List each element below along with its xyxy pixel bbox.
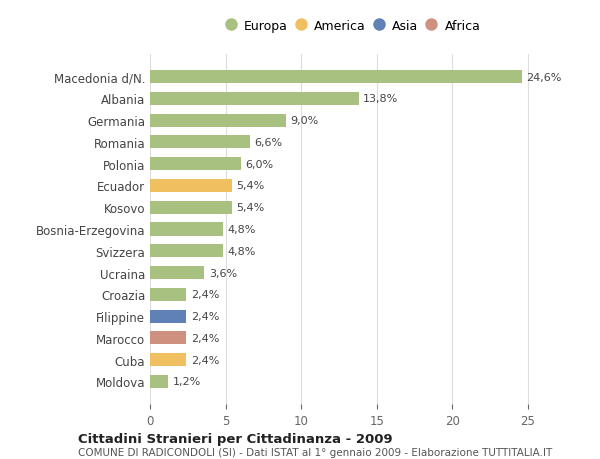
Bar [150, 310, 186, 323]
Bar [150, 158, 241, 171]
Bar [150, 136, 250, 149]
Bar [150, 223, 223, 236]
Text: 4,8%: 4,8% [227, 246, 256, 256]
Text: 2,4%: 2,4% [191, 311, 219, 321]
Text: COMUNE DI RADICONDOLI (SI) - Dati ISTAT al 1° gennaio 2009 - Elaborazione TUTTIT: COMUNE DI RADICONDOLI (SI) - Dati ISTAT … [78, 447, 552, 457]
Text: 4,8%: 4,8% [227, 224, 256, 235]
Text: 3,6%: 3,6% [209, 268, 237, 278]
Text: 2,4%: 2,4% [191, 355, 219, 365]
Text: 2,4%: 2,4% [191, 333, 219, 343]
Text: 1,2%: 1,2% [173, 376, 201, 386]
Bar [150, 353, 186, 366]
Bar [150, 179, 232, 193]
Bar [150, 71, 522, 84]
Text: 2,4%: 2,4% [191, 290, 219, 300]
Bar [150, 93, 359, 106]
Text: 24,6%: 24,6% [526, 73, 562, 83]
Text: 6,0%: 6,0% [245, 159, 274, 169]
Bar [150, 375, 168, 388]
Text: 13,8%: 13,8% [363, 94, 398, 104]
Bar [150, 331, 186, 345]
Text: 5,4%: 5,4% [236, 181, 265, 191]
Bar [150, 201, 232, 214]
Text: 5,4%: 5,4% [236, 203, 265, 213]
Bar [150, 266, 205, 280]
Text: 6,6%: 6,6% [254, 138, 283, 148]
Bar [150, 288, 186, 301]
Legend: Europa, America, Asia, Africa: Europa, America, Asia, Africa [224, 16, 484, 36]
Text: Cittadini Stranieri per Cittadinanza - 2009: Cittadini Stranieri per Cittadinanza - 2… [78, 432, 392, 445]
Bar [150, 245, 223, 258]
Text: 9,0%: 9,0% [290, 116, 319, 126]
Bar [150, 114, 286, 128]
